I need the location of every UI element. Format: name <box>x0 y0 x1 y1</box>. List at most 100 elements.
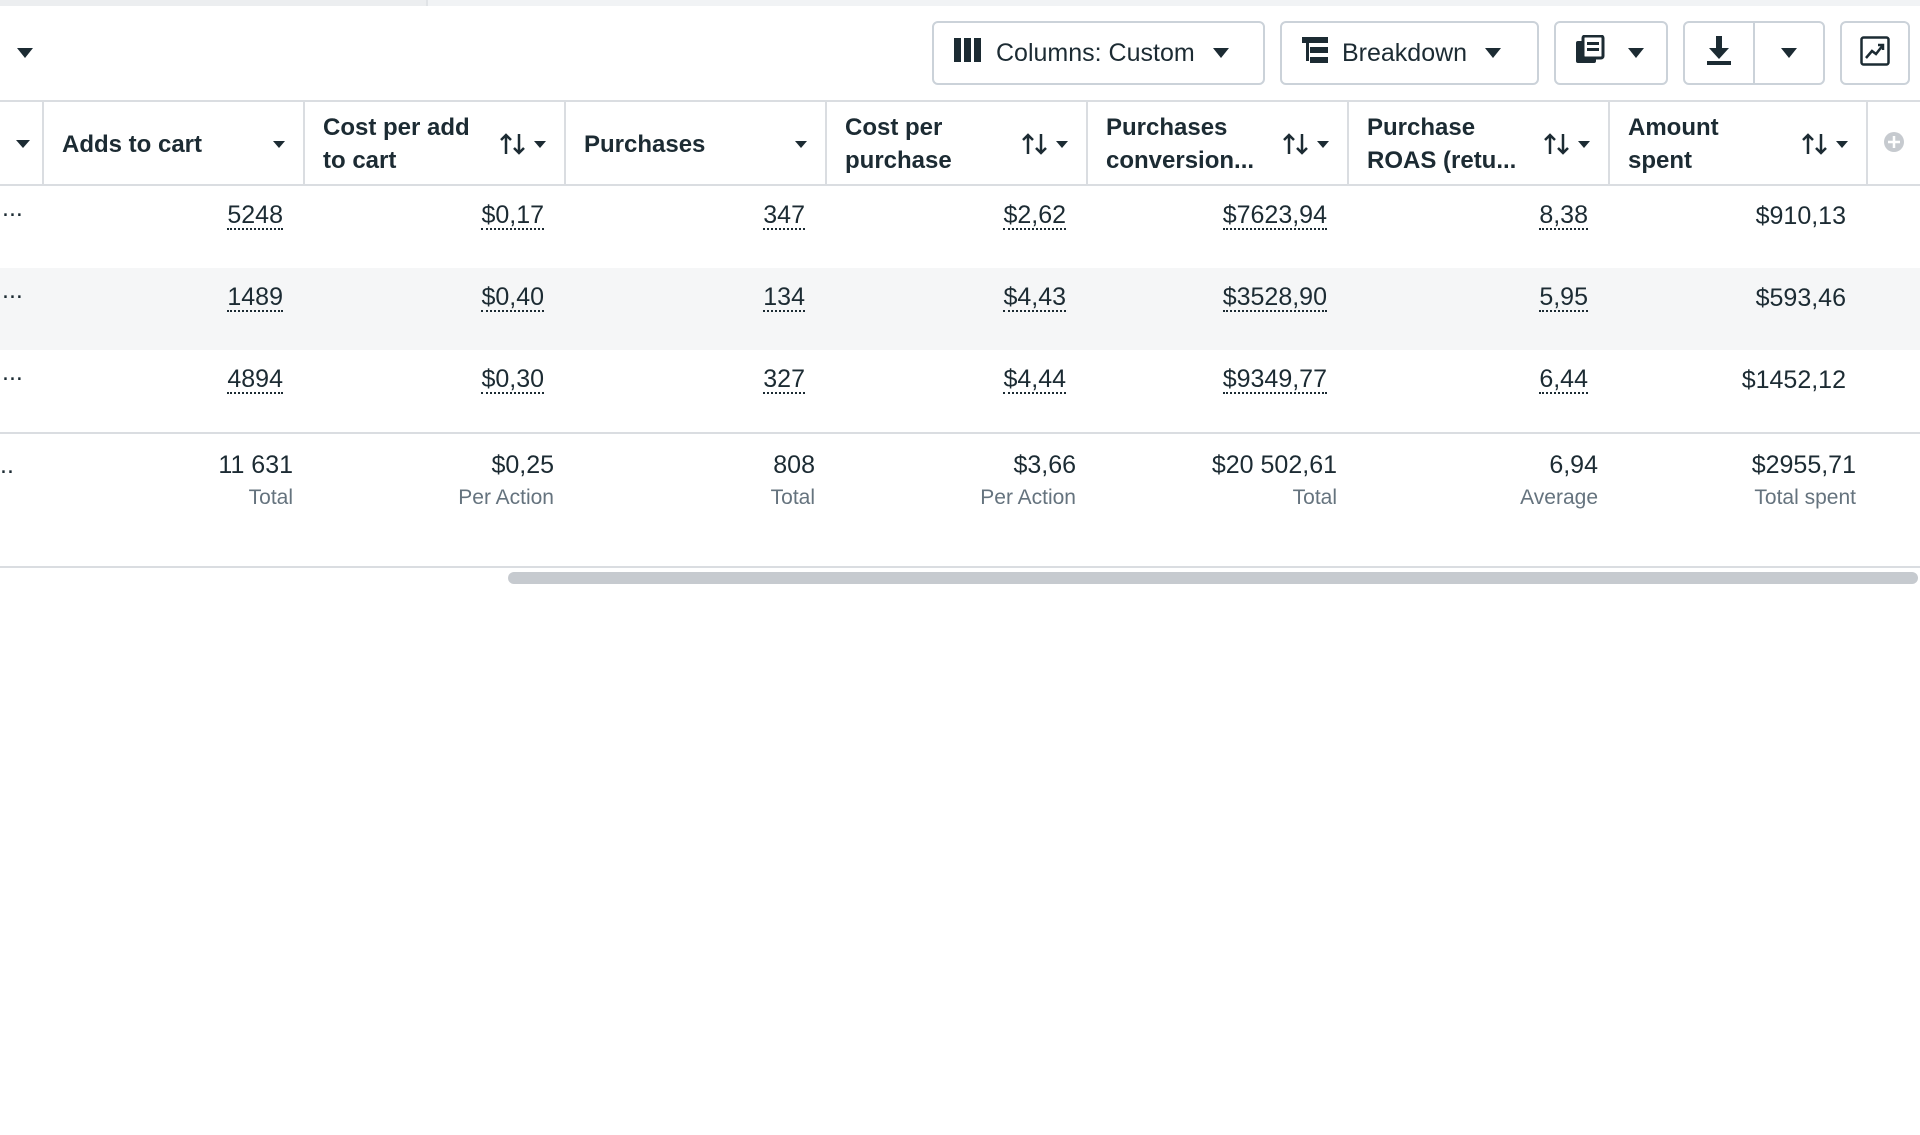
chart-icon <box>1860 35 1890 71</box>
cell-cost-per-purchase[interactable]: $4,43 <box>1003 283 1066 312</box>
total-value: $3,66 <box>1013 451 1076 479</box>
cell-purchases[interactable]: 327 <box>763 365 805 394</box>
column-header-amount-spent[interactable]: Amount spent <box>1608 102 1866 186</box>
column-title: Purchase ROAS (retu... <box>1367 114 1517 174</box>
column-title: Purchases conversion... <box>1106 114 1255 174</box>
cell-cost-per-add-to-cart[interactable]: $0,17 <box>481 201 544 230</box>
column-header-purchases-conversion[interactable]: Purchases conversion... <box>1086 102 1347 186</box>
export-button-group <box>1683 21 1825 85</box>
cell-adds-to-cart[interactable]: 1489 <box>227 283 283 312</box>
column-menu-icon[interactable] <box>1578 140 1590 148</box>
total-label: Total <box>1292 486 1337 509</box>
column-menu-icon[interactable] <box>1836 140 1848 148</box>
cell-purchases-conversion[interactable]: $9349,77 <box>1222 365 1327 394</box>
add-column-button[interactable] <box>1866 102 1920 186</box>
cell-cost-per-purchase[interactable]: $2,62 <box>1003 201 1066 230</box>
total-value: $0,25 <box>491 451 554 479</box>
table-row: ... 5248 $0,17 347 $2,62 $7623,94 8,38 $… <box>0 186 1920 268</box>
truncated-cell: ... <box>2 276 23 304</box>
column-menu-icon[interactable] <box>534 140 546 148</box>
cell-cost-per-add-to-cart[interactable]: $0,40 <box>481 283 544 312</box>
cell-amount-spent: $593,46 <box>1755 284 1846 312</box>
column-menu-icon[interactable] <box>1056 140 1068 148</box>
download-icon <box>1706 35 1732 71</box>
column-menu-icon[interactable] <box>795 140 807 148</box>
column-menu-icon[interactable] <box>1317 140 1329 148</box>
total-label: Average <box>1520 486 1598 509</box>
column-title: Adds to cart <box>62 130 203 158</box>
total-label: Per Action <box>458 486 554 509</box>
reports-icon <box>1576 34 1606 72</box>
total-adds-to-cart: 11 631 Total <box>42 448 303 528</box>
total-value: $20 502,61 <box>1211 451 1337 479</box>
truncated-cell: ... <box>2 194 23 222</box>
cell-purchases-conversion[interactable]: $7623,94 <box>1222 201 1327 230</box>
total-purchases-conversion: $20 502,61 Total <box>1086 448 1347 528</box>
chevron-down-icon <box>1628 48 1644 58</box>
chevron-down-icon <box>1485 48 1502 58</box>
export-button[interactable] <box>1685 23 1755 83</box>
table-row: ... 4894 $0,30 327 $4,44 $9349,77 6,44 $… <box>0 350 1920 432</box>
column-header-cost-per-purchase[interactable]: Cost per purchase <box>825 102 1086 186</box>
cell-adds-to-cart[interactable]: 4894 <box>227 365 283 394</box>
column-header-purchases[interactable]: Purchases <box>564 102 825 186</box>
truncated-cell: .. <box>0 451 14 479</box>
total-cost-per-purchase: $3,66 Per Action <box>825 448 1086 528</box>
breakdown-button[interactable]: Breakdown <box>1280 21 1539 85</box>
cell-cost-per-purchase[interactable]: $4,44 <box>1003 365 1066 394</box>
column-title: Cost per add to cart <box>323 114 470 174</box>
breakdown-icon <box>1302 36 1328 71</box>
column-title: Purchases <box>584 130 706 158</box>
column-menu-icon[interactable] <box>273 140 285 148</box>
table-header: Adds to cart Cost per add to cart Purchas… <box>0 100 1920 186</box>
cell-cost-per-add-to-cart[interactable]: $0,30 <box>481 365 544 394</box>
columns-button[interactable]: Columns: Custom <box>932 21 1265 85</box>
total-value: 808 <box>773 451 815 479</box>
chart-button[interactable] <box>1840 21 1910 85</box>
chevron-down-icon <box>16 140 30 148</box>
chevron-down-icon <box>17 48 33 58</box>
total-purchase-roas: 6,94 Average <box>1347 448 1608 528</box>
total-value: $2955,71 <box>1751 451 1856 479</box>
total-label: Per Action <box>980 486 1076 509</box>
column-header-cost-per-add-to-cart[interactable]: Cost per add to cart <box>303 102 564 186</box>
toolbar: Columns: Custom Breakdown <box>0 0 1920 100</box>
export-options-button[interactable] <box>1755 23 1823 83</box>
column-header-purchase-roas[interactable]: Purchase ROAS (retu... <box>1347 102 1608 186</box>
cell-purchases-conversion[interactable]: $3528,90 <box>1222 283 1327 312</box>
column-title: Amount spent <box>1628 114 1719 174</box>
cell-purchase-roas[interactable]: 5,95 <box>1539 283 1588 312</box>
sort-icon[interactable] <box>500 132 526 156</box>
sort-icon[interactable] <box>1544 132 1570 156</box>
chevron-down-icon <box>1781 48 1797 58</box>
columns-icon <box>954 37 982 70</box>
cell-purchases[interactable]: 347 <box>763 201 805 230</box>
cell-purchases[interactable]: 134 <box>763 283 805 312</box>
total-cost-per-add-to-cart: $0,25 Per Action <box>303 448 564 528</box>
top-strip <box>0 0 1920 6</box>
totals-row: .. 11 631 Total $0,25 Per Action 808 Tot… <box>0 432 1920 568</box>
table-row: ... 1489 $0,40 134 $4,43 $3528,90 5,95 $… <box>0 268 1920 350</box>
total-amount-spent: $2955,71 Total spent <box>1608 448 1866 528</box>
total-value: 11 631 <box>218 451 293 479</box>
truncated-cell: ... <box>2 358 23 386</box>
breakdown-button-label: Breakdown <box>1342 38 1468 67</box>
horizontal-scrollbar[interactable] <box>0 568 1920 584</box>
total-label: Total <box>248 486 293 509</box>
cell-purchase-roas[interactable]: 8,38 <box>1539 201 1588 230</box>
cell-purchase-roas[interactable]: 6,44 <box>1539 365 1588 394</box>
header-fragment-menu[interactable] <box>0 102 42 186</box>
sort-icon[interactable] <box>1802 132 1828 156</box>
column-header-adds-to-cart[interactable]: Adds to cart <box>42 102 303 186</box>
column-title: Cost per purchase <box>845 114 952 174</box>
total-label: Total spent <box>1754 486 1856 509</box>
chevron-down-icon <box>1212 48 1229 58</box>
cell-amount-spent: $910,13 <box>1755 202 1846 230</box>
reports-button[interactable] <box>1554 21 1668 85</box>
scrollbar-thumb[interactable] <box>508 572 1918 584</box>
cell-adds-to-cart[interactable]: 5248 <box>227 201 283 230</box>
plus-circle-icon <box>1883 131 1905 158</box>
sort-icon[interactable] <box>1022 132 1048 156</box>
left-dropdown-caret[interactable] <box>16 46 34 60</box>
sort-icon[interactable] <box>1283 132 1309 156</box>
